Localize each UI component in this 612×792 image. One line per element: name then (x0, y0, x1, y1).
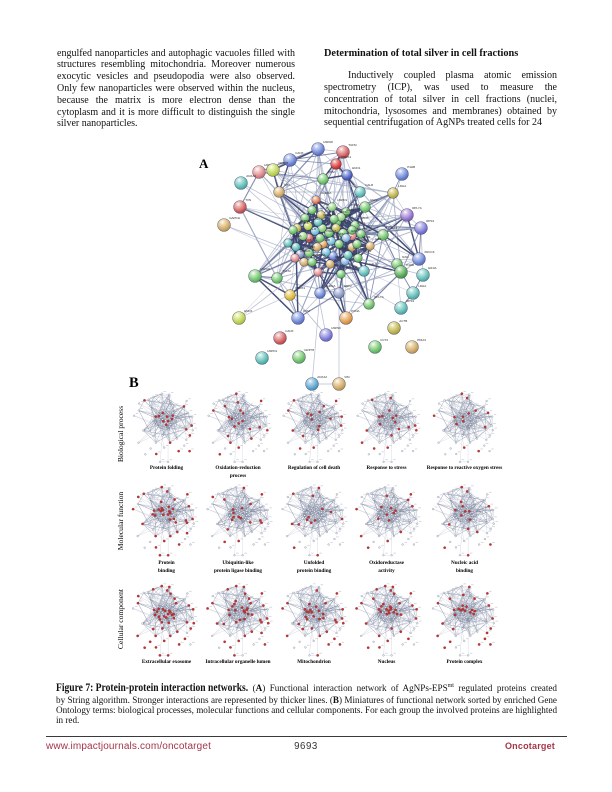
svg-text:YWHAZ: YWHAZ (309, 253, 320, 257)
svg-text:HSPA8: HSPA8 (300, 249, 310, 253)
svg-text:HSP90: HSP90 (305, 245, 315, 249)
svg-text:GRP78: GRP78 (304, 348, 314, 352)
svg-text:ENO1: ENO1 (244, 309, 253, 313)
svg-text:HSP90: HSP90 (342, 213, 352, 217)
svg-text:RPS3: RPS3 (406, 299, 414, 303)
svg-text:EEF2: EEF2 (370, 198, 378, 202)
svg-text:EIF4A: EIF4A (293, 234, 301, 238)
svg-text:CANX: CANX (360, 216, 368, 220)
svg-text:CALR: CALR (369, 262, 378, 266)
svg-text:ENO1: ENO1 (352, 166, 361, 170)
svg-text:HSPD1: HSPD1 (267, 349, 277, 353)
svg-text:EZR: EZR (351, 229, 358, 233)
svg-text:TUFM: TUFM (282, 269, 291, 273)
svg-text:RAN: RAN (313, 217, 319, 221)
svg-text:ACTB: ACTB (346, 208, 354, 212)
svg-text:TXN: TXN (245, 198, 251, 202)
svg-text:PCNA: PCNA (351, 309, 359, 313)
svg-text:ALDOA: ALDOA (321, 191, 331, 195)
svg-text:PDIA3: PDIA3 (417, 338, 426, 342)
svg-text:NPM1: NPM1 (338, 247, 347, 251)
svg-text:VIM: VIM (366, 225, 372, 229)
svg-text:P4HB: P4HB (406, 263, 414, 267)
svg-text:GAPDH: GAPDH (229, 216, 240, 220)
svg-text:ENO1: ENO1 (363, 249, 372, 253)
svg-text:LDHA: LDHA (418, 284, 426, 288)
svg-text:TUFM: TUFM (336, 232, 345, 236)
svg-text:XRCC6: XRCC6 (298, 221, 309, 225)
svg-text:RPL7A: RPL7A (341, 219, 351, 223)
svg-text:TUFM: TUFM (348, 143, 357, 147)
svg-text:CALR: CALR (365, 183, 374, 187)
svg-text:TXN: TXN (317, 201, 323, 205)
svg-text:ANXA2: ANXA2 (246, 174, 256, 178)
svg-text:ACTB: ACTB (399, 319, 407, 323)
svg-text:PKM: PKM (328, 170, 335, 174)
svg-text:PKM: PKM (350, 252, 357, 256)
svg-text:ANXA2: ANXA2 (320, 222, 330, 226)
svg-text:NPM1: NPM1 (302, 219, 311, 223)
svg-text:VIM: VIM (284, 183, 290, 187)
svg-text:RPS3: RPS3 (426, 219, 434, 223)
svg-text:PCNA: PCNA (317, 253, 325, 257)
svg-text:PCNA: PCNA (351, 203, 359, 207)
svg-text:PDIA3: PDIA3 (335, 255, 344, 259)
svg-text:PKM: PKM (303, 309, 310, 313)
svg-text:EZR: EZR (375, 237, 382, 241)
svg-text:EIF4A: EIF4A (428, 266, 436, 270)
svg-text:HSPA8: HSPA8 (260, 267, 270, 271)
svg-text:HSPA8: HSPA8 (323, 140, 333, 144)
svg-text:CANX: CANX (295, 151, 303, 155)
svg-text:GRP78: GRP78 (357, 227, 367, 231)
svg-text:HSPD1: HSPD1 (337, 198, 347, 202)
svg-text:RAN: RAN (402, 255, 408, 259)
svg-text:TUFM: TUFM (339, 210, 348, 214)
svg-text:YWHAZ: YWHAZ (325, 229, 336, 233)
svg-text:VIM: VIM (344, 375, 350, 379)
svg-text:GRP78: GRP78 (278, 161, 288, 165)
svg-text:PRDX1: PRDX1 (357, 238, 367, 242)
svg-text:ANXA2: ANXA2 (317, 375, 327, 379)
svg-text:CCT2: CCT2 (380, 338, 388, 342)
svg-text:CCT2: CCT2 (357, 221, 365, 225)
svg-text:PRDX1: PRDX1 (341, 155, 351, 159)
svg-text:PDIA3: PDIA3 (388, 226, 397, 230)
svg-text:PRDX1: PRDX1 (295, 286, 305, 290)
svg-text:NPM1: NPM1 (362, 235, 371, 239)
svg-text:P4HB: P4HB (322, 238, 330, 242)
svg-text:ALDOA: ALDOA (325, 284, 335, 288)
svg-text:XRCC6: XRCC6 (424, 250, 435, 254)
svg-text:GAPDH: GAPDH (346, 265, 357, 269)
svg-text:EEF2: EEF2 (344, 284, 352, 288)
svg-text:XRCC6: XRCC6 (301, 238, 312, 242)
svg-text:CANX: CANX (285, 329, 293, 333)
svg-text:LDHA: LDHA (398, 184, 406, 188)
svg-text:P4HB: P4HB (407, 165, 415, 169)
svg-text:RPL7A: RPL7A (374, 295, 384, 299)
svg-text:GAPDH: GAPDH (323, 213, 334, 217)
svg-text:RPL7A: RPL7A (412, 206, 422, 210)
svg-text:YWHAZ: YWHAZ (328, 235, 339, 239)
svg-text:CALR: CALR (308, 227, 317, 231)
svg-text:HSP90: HSP90 (331, 326, 341, 330)
